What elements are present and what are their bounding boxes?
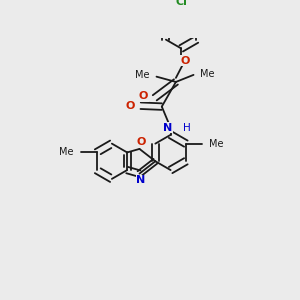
Text: Me: Me bbox=[208, 139, 223, 148]
Text: O: O bbox=[126, 101, 135, 111]
Text: O: O bbox=[139, 92, 148, 101]
Text: H: H bbox=[183, 123, 190, 133]
Text: Me: Me bbox=[59, 147, 74, 157]
Text: O: O bbox=[181, 56, 190, 66]
Text: Cl: Cl bbox=[175, 0, 187, 7]
Text: Me: Me bbox=[135, 70, 150, 80]
Text: N: N bbox=[163, 123, 172, 133]
Text: Me: Me bbox=[200, 68, 215, 79]
Text: N: N bbox=[136, 176, 146, 185]
Text: O: O bbox=[136, 137, 146, 147]
